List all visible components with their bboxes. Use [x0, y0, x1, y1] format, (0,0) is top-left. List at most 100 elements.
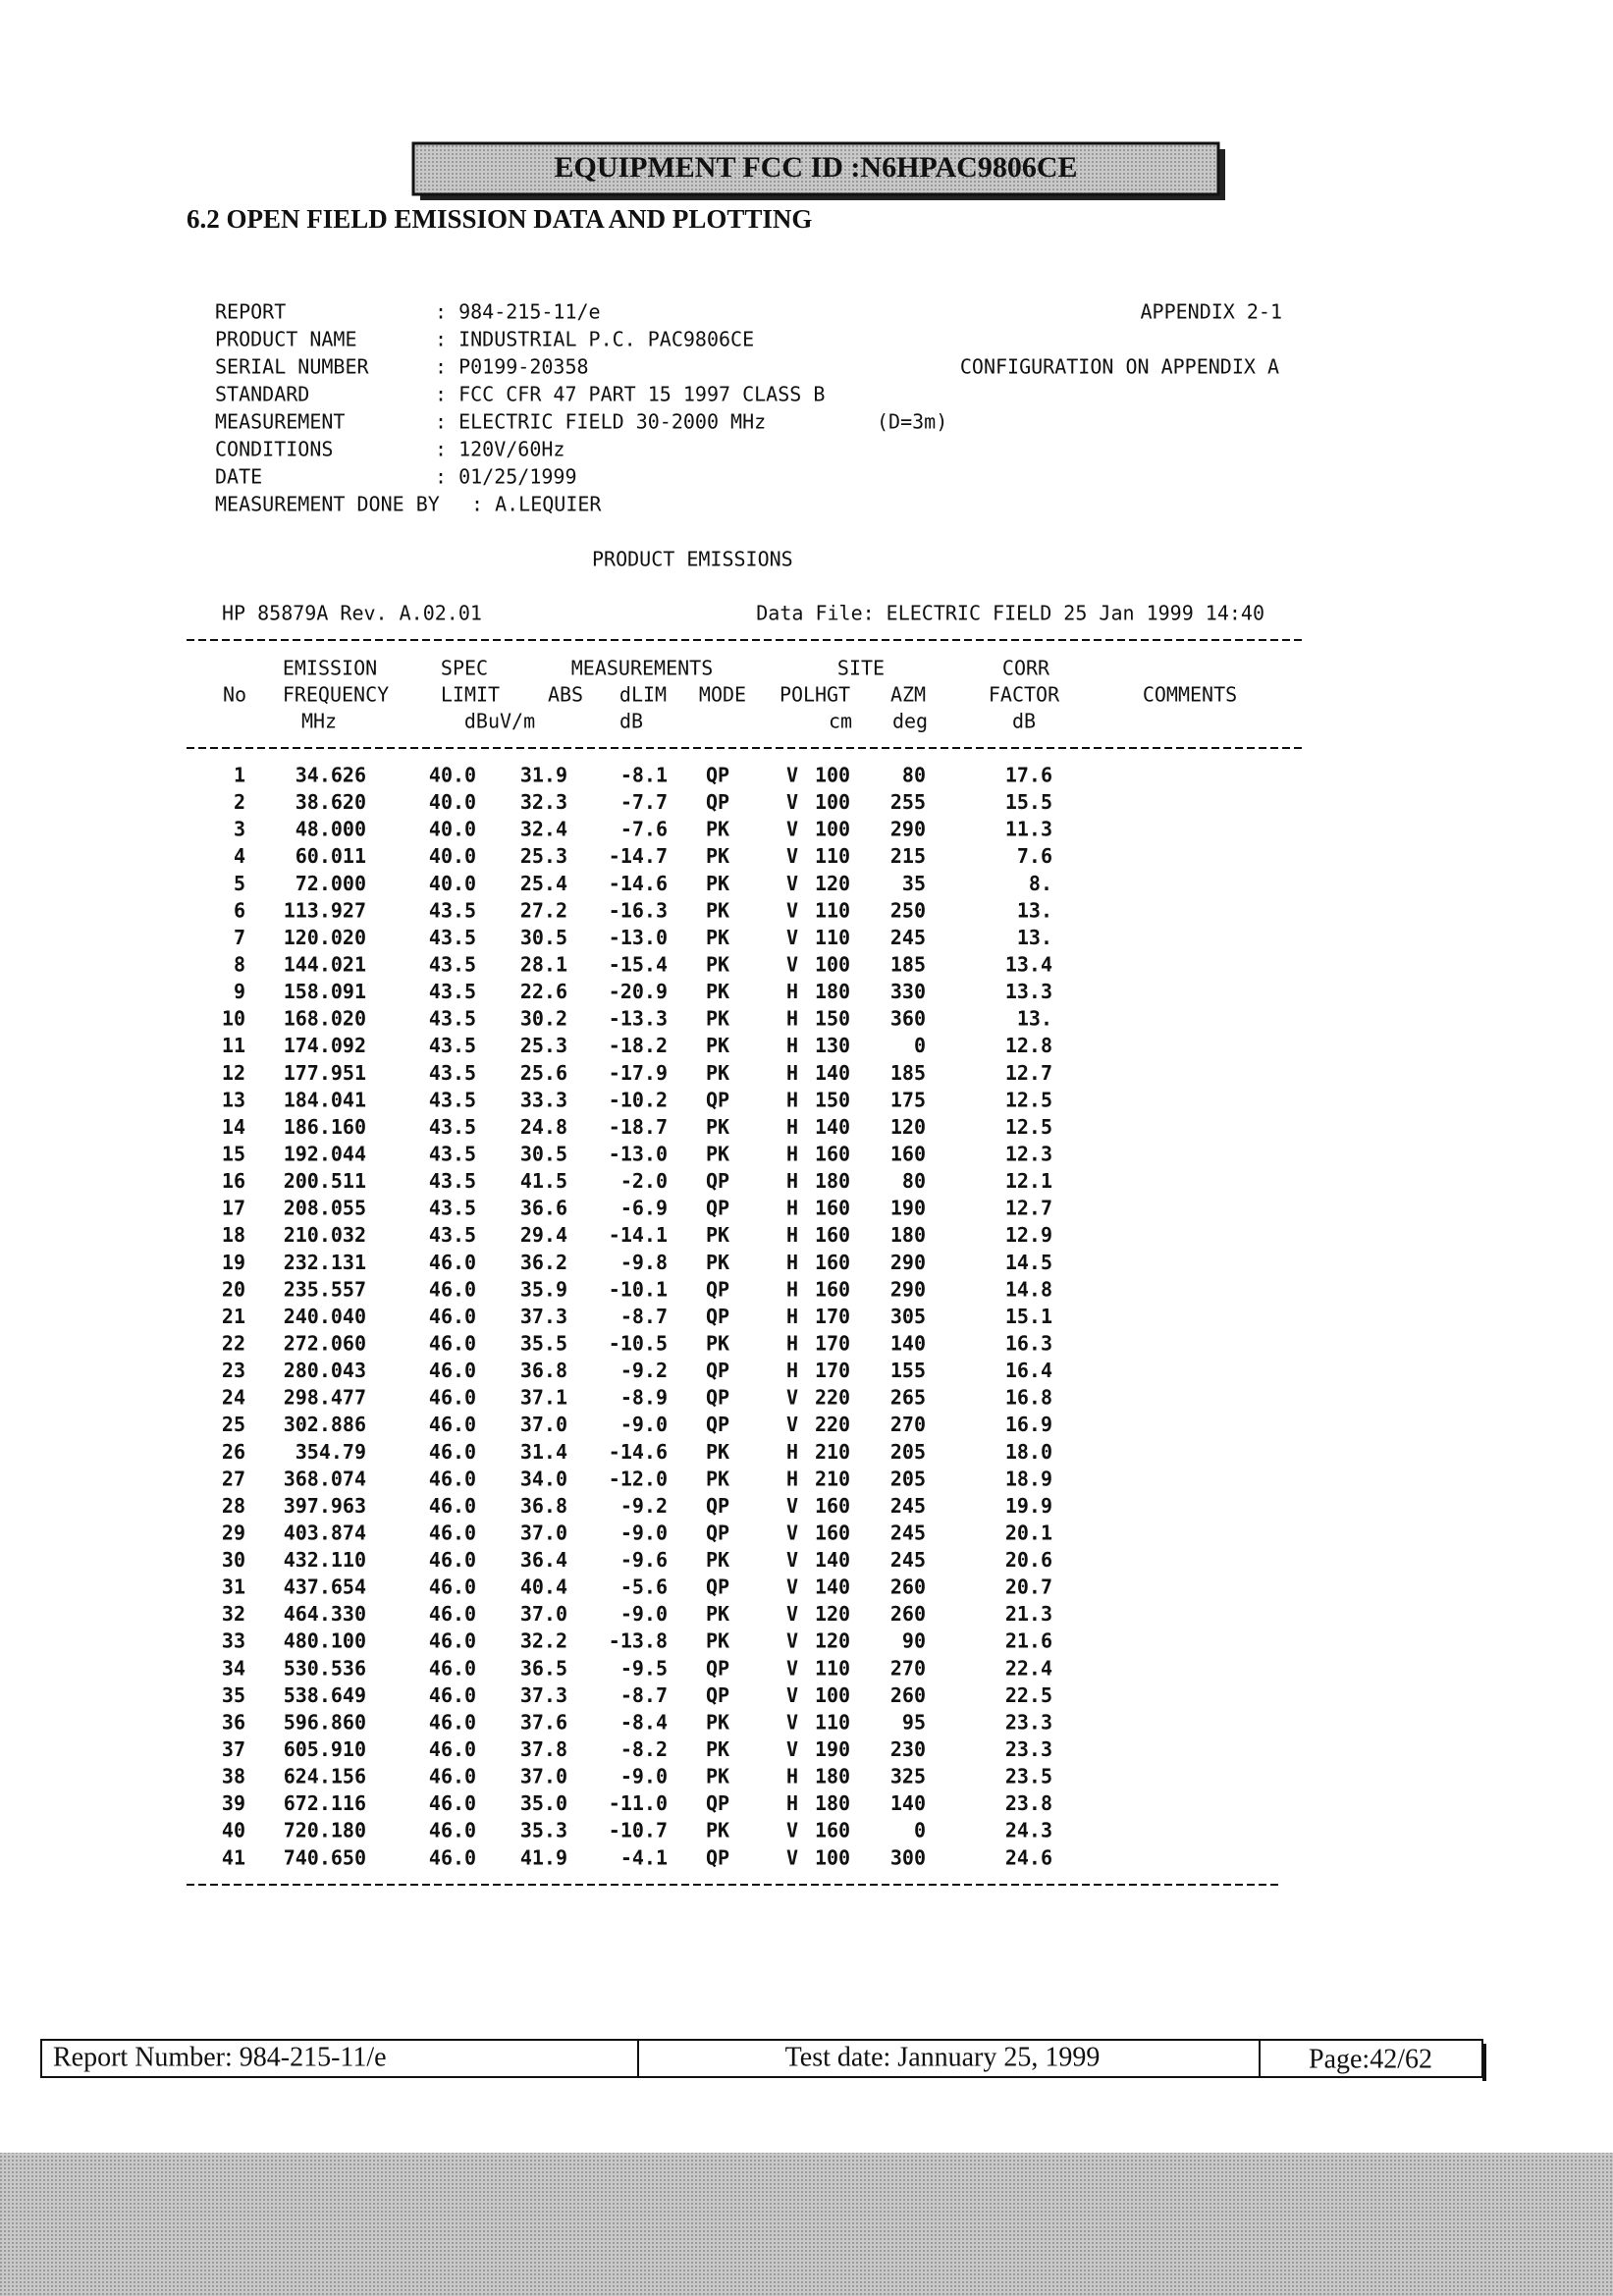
table-cell: 160 — [890, 1142, 926, 1165]
table-cell: 43.5 — [429, 926, 476, 949]
table-cell: 46.0 — [429, 1386, 476, 1410]
table-cell: 397.963 — [284, 1494, 366, 1518]
table-cell: 140 — [815, 1115, 850, 1139]
table-cell: -9.0 — [620, 1521, 668, 1544]
table-cell: 140 — [890, 1331, 926, 1355]
table-cell: 298.477 — [284, 1386, 366, 1410]
table-cell: -9.0 — [620, 1765, 668, 1789]
table-cell: H — [786, 1251, 798, 1274]
table-cell: 290 — [890, 818, 926, 841]
table-cell: 205 — [890, 1467, 926, 1490]
table-cell: 160 — [815, 1521, 850, 1544]
table-cell: 245 — [890, 1521, 926, 1544]
table-cell: 18 — [222, 1223, 245, 1247]
table-cell: 12.1 — [1005, 1169, 1052, 1193]
table-cell: QP — [706, 1575, 729, 1599]
table-cell: H — [786, 980, 798, 1003]
table-cell: 18.0 — [1005, 1440, 1052, 1464]
table-cell: 260 — [890, 1602, 926, 1626]
table-cell: -8.9 — [620, 1386, 668, 1410]
product-emissions: PRODUCT EMISSIONS — [592, 548, 793, 571]
table-cell: -13.8 — [609, 1629, 668, 1653]
column-header: POL — [780, 683, 815, 707]
column-header: ABS — [548, 683, 583, 707]
table-cell: -10.2 — [609, 1088, 668, 1111]
appendix: APPENDIX 2-1 — [1141, 300, 1283, 324]
table-cell: 32.4 — [520, 818, 567, 841]
table-cell: 46.0 — [429, 1251, 476, 1274]
table-cell: 180 — [815, 980, 850, 1003]
table-cell: 37.0 — [520, 1521, 567, 1544]
table-cell: 34.0 — [520, 1467, 567, 1490]
table-cell: 245 — [890, 926, 926, 949]
table-cell: PK — [706, 1819, 729, 1842]
table-cell: 12.5 — [1005, 1088, 1052, 1111]
table-cell: 36.6 — [520, 1197, 567, 1220]
table-cell: H — [786, 1467, 798, 1490]
table-cell: 174.092 — [284, 1034, 366, 1057]
table-cell: 11.3 — [1005, 818, 1052, 841]
table-cell: 12 — [222, 1061, 245, 1085]
footer-box — [40, 2039, 1483, 2078]
table-cell: 740.650 — [284, 1845, 366, 1869]
table-cell: 29 — [222, 1521, 245, 1544]
section-title: 6.2 OPEN FIELD EMISSION DATA AND PLOTTIN… — [187, 204, 812, 234]
table-cell: 30 — [222, 1548, 245, 1572]
table-cell: PK — [706, 1629, 729, 1653]
table-cell: 140 — [815, 1575, 850, 1599]
table-cell: PK — [706, 1710, 729, 1734]
table-cell: 30.2 — [520, 1007, 567, 1031]
info-value: : 984-215-11/e — [435, 300, 601, 324]
table-cell: PK — [706, 952, 729, 976]
table-cell: 36.5 — [520, 1656, 567, 1680]
info-label: PRODUCT NAME — [215, 328, 357, 351]
table-cell: 37.6 — [520, 1710, 567, 1734]
table-cell: 23.3 — [1005, 1737, 1052, 1761]
table-cell: 19.9 — [1005, 1494, 1052, 1518]
table-cell: 23.3 — [1005, 1710, 1052, 1734]
table-cell: 20.6 — [1005, 1548, 1052, 1572]
table-cell: 37.8 — [520, 1737, 567, 1761]
table-cell: 46.0 — [429, 1277, 476, 1301]
table-cell: 46.0 — [429, 1683, 476, 1707]
info-label: CONDITIONS — [215, 438, 333, 461]
table-cell: 25.3 — [520, 1034, 567, 1057]
table-cell: 43.5 — [429, 1088, 476, 1111]
table-cell: 80 — [902, 1169, 926, 1193]
table-cell: 37.1 — [520, 1386, 567, 1410]
table-cell: PK — [706, 1548, 729, 1572]
table-cell: -5.6 — [620, 1575, 668, 1599]
info-value: : ELECTRIC FIELD 30-2000 MHz — [435, 410, 766, 434]
column-header: deg — [892, 710, 928, 733]
table-cell: QP — [706, 1413, 729, 1436]
table-cell: 20 — [222, 1277, 245, 1301]
table-cell: 158.091 — [284, 980, 366, 1003]
table-cell: V — [786, 1683, 798, 1707]
table-cell: 24.3 — [1005, 1819, 1052, 1842]
table-cell: 302.886 — [284, 1413, 366, 1436]
table-cell: 35.5 — [520, 1331, 567, 1355]
table-cell: 596.860 — [284, 1710, 366, 1734]
table-cell: 4 — [234, 844, 245, 868]
table-cell: 15.5 — [1005, 790, 1052, 814]
table-cell: V — [786, 926, 798, 949]
table-cell: 16 — [222, 1169, 245, 1193]
table-cell: 46.0 — [429, 1791, 476, 1815]
table-cell: -9.5 — [620, 1656, 668, 1680]
column-header: dB — [1012, 710, 1036, 733]
column-header: EMISSION — [283, 657, 377, 680]
table-cell: 32.2 — [520, 1629, 567, 1653]
table-cell: 110 — [815, 1656, 850, 1680]
table-cell: V — [786, 1737, 798, 1761]
table-cell: V — [786, 764, 798, 787]
table-cell: 17.6 — [1005, 764, 1052, 787]
table-cell: PK — [706, 1331, 729, 1355]
table-cell: V — [786, 872, 798, 895]
table-cell: 36 — [222, 1710, 245, 1734]
table-cell: 354.79 — [296, 1440, 366, 1464]
table-cell: 40.0 — [429, 764, 476, 787]
table-cell: 60.011 — [296, 844, 366, 868]
table-cell: 43.5 — [429, 1142, 476, 1165]
table-cell: PK — [706, 1737, 729, 1761]
